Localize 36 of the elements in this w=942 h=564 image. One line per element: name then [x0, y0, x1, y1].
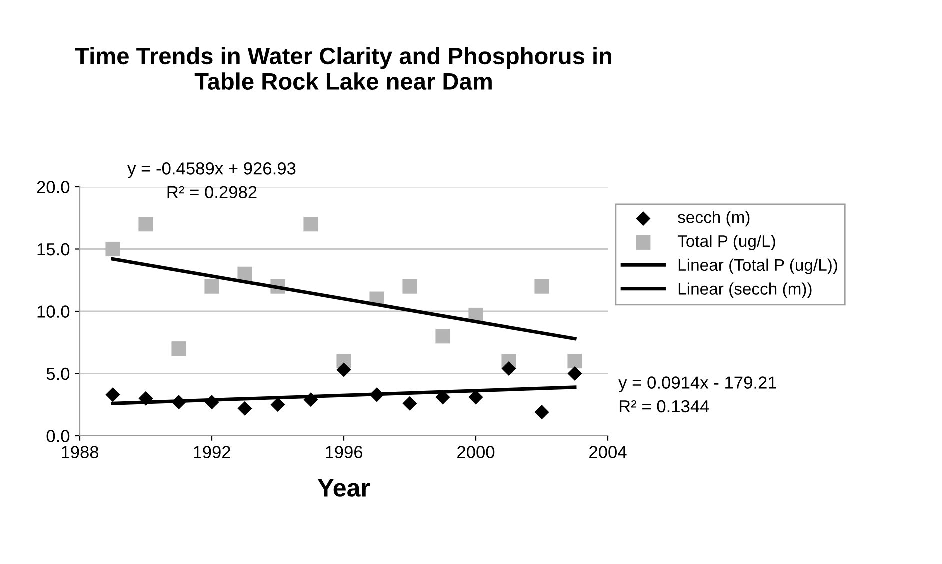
y-tick-label: 20.0	[37, 181, 70, 194]
x-tick-label: 1996	[326, 446, 363, 458]
point	[402, 396, 418, 411]
point	[534, 279, 550, 294]
point	[436, 329, 450, 344]
chart-title: Time Trends in Water Clarity and Phosphorus in Table Rock Lake near Dam	[75, 47, 612, 90]
legend-label: secch (m)	[678, 211, 750, 227]
point	[106, 388, 120, 402]
point	[568, 354, 582, 369]
point	[568, 366, 582, 382]
legend-label: Total P (ug/L)	[678, 234, 776, 251]
x-tick-label: 1992	[194, 446, 230, 458]
text: y = 0.0914x - 179.21 R² = 0.1344	[618, 376, 776, 413]
point	[304, 217, 318, 232]
x-tick-label: 2000	[458, 446, 495, 458]
point	[204, 279, 220, 294]
y-tick-label: 15.0	[38, 243, 70, 256]
legend-label: Linear (secch (m))	[678, 282, 812, 298]
legend-label: Linear (Total P (ug/L))	[678, 258, 838, 274]
point	[270, 398, 286, 412]
point	[534, 405, 550, 420]
x-tick-label: 1988	[62, 446, 99, 458]
x-axis-title: Year	[318, 479, 370, 497]
x-tick-label: 2004	[590, 446, 627, 458]
point	[402, 279, 418, 294]
point	[336, 362, 352, 378]
point	[502, 361, 516, 376]
point	[138, 217, 154, 232]
y-tick-label: 0.0	[46, 430, 70, 442]
annotation: y = -0.4589x + 926.93 R² = 0.2982	[128, 162, 296, 199]
point	[238, 266, 252, 282]
point	[238, 401, 252, 416]
point	[106, 242, 120, 257]
y-tick-label: 5.0	[46, 368, 70, 380]
point	[172, 342, 186, 356]
y-tick-label: 10.0	[38, 306, 70, 318]
